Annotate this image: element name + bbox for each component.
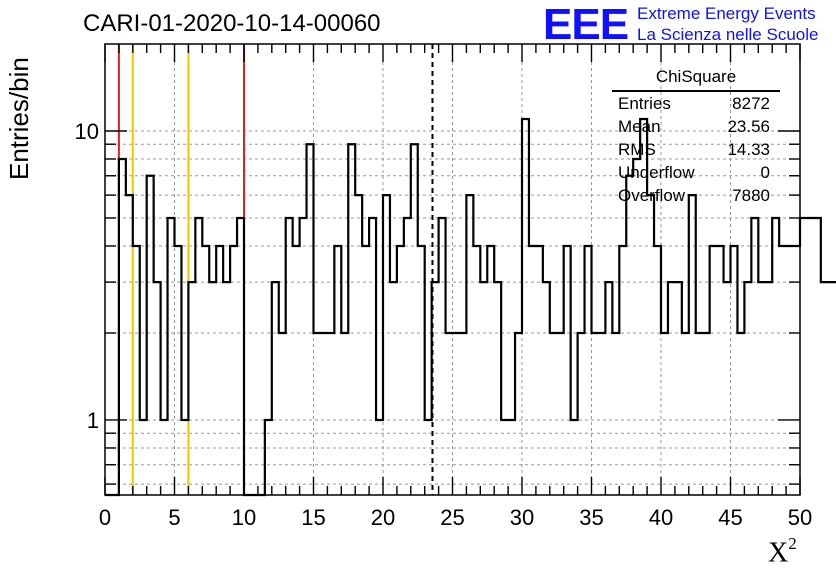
x-tick-label: 50	[788, 505, 812, 530]
stats-row: Mean 23.56	[612, 115, 780, 138]
x-tick-label: 15	[301, 505, 325, 530]
stats-value: 0	[760, 163, 770, 182]
x-axis-label-text: X	[768, 537, 789, 569]
axis-ticks	[104, 44, 801, 495]
stats-box: ChiSquare Entries 8272 Mean 23.56 RMS 14.33…	[612, 66, 780, 207]
eee-logo-text: Extreme Energy Events La Scienza nelle S…	[637, 3, 818, 45]
stats-label: Mean	[618, 117, 661, 136]
x-tick-label: 10	[232, 505, 256, 530]
stats-value: 8272	[732, 94, 770, 113]
stats-value: 14.33	[727, 140, 770, 159]
eee-logo-line1: Extreme Energy Events	[637, 4, 816, 23]
tick-labels: 0 5 10 15 20 25 30 35 40 45 50 1 10	[75, 119, 813, 530]
x-tick-label: 40	[649, 505, 673, 530]
eee-logo-line2: La Scienza nelle Scuole	[637, 25, 819, 44]
x-axis-label-sup: 2	[788, 534, 797, 553]
stats-row: Entries 8272	[612, 92, 780, 115]
x-tick-label: 30	[510, 505, 534, 530]
x-tick-label: 0	[99, 505, 111, 530]
chart-title: CARI-01-2020-10-14-00060	[83, 10, 381, 37]
stats-label: RMS	[618, 140, 656, 159]
x-tick-label: 5	[168, 505, 180, 530]
x-tick-label: 25	[440, 505, 464, 530]
stats-value: 23.56	[727, 117, 770, 136]
x-axis-label: X2	[768, 534, 797, 569]
stats-label: Entries	[618, 94, 671, 113]
stats-label: Underflow	[618, 163, 695, 182]
x-tick-label: 45	[718, 505, 742, 530]
stats-row: Overflow 7880	[612, 184, 780, 207]
stats-label: Overflow	[618, 186, 686, 205]
x-tick-label: 35	[579, 505, 603, 530]
eee-logo: EEE	[543, 0, 629, 49]
x-tick-label: 20	[371, 505, 395, 530]
stats-box-title: ChiSquare	[612, 66, 780, 92]
stats-row: Underflow 0	[612, 161, 780, 184]
reference-lines	[117, 44, 434, 495]
y-tick-label: 10	[75, 119, 99, 144]
stats-value: 7880	[732, 186, 770, 205]
y-tick-label: 1	[87, 408, 99, 433]
y-axis-label: Entries/bin	[4, 57, 34, 180]
histogram-step-line	[105, 117, 836, 497]
stats-row: RMS 14.33	[612, 138, 780, 161]
